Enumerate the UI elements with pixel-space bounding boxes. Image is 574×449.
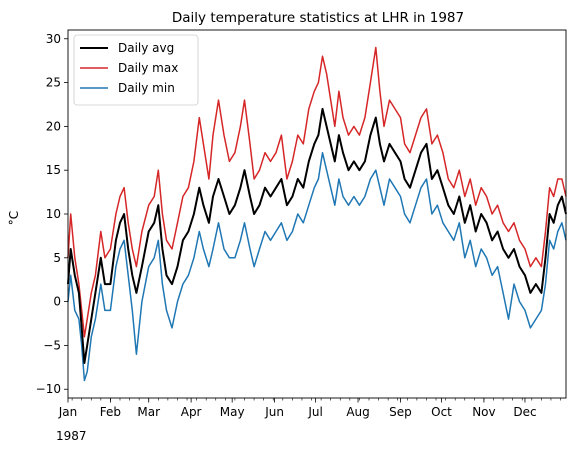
legend-label: Daily min: [118, 81, 175, 95]
x-tick-label: Apr: [181, 405, 202, 419]
y-tick-label: −10: [36, 382, 61, 396]
x-tick-label: May: [220, 405, 245, 419]
y-axis-label: °C: [7, 211, 21, 225]
x-tick-label: Dec: [513, 405, 536, 419]
y-tick-label: 20: [46, 119, 61, 133]
year-label: 1987: [56, 429, 87, 443]
y-tick-label: −5: [43, 338, 61, 352]
y-ticks: −10 −5 0 5 10 15 20 25 30: [36, 32, 68, 396]
series-line-daily-avg: [67, 107, 567, 364]
legend-label: Daily avg: [118, 41, 174, 55]
x-tick-label: Nov: [472, 405, 495, 419]
x-tick-label: Jul: [307, 405, 322, 419]
y-tick-label: 15: [46, 163, 61, 177]
x-tick-label: Oct: [431, 405, 452, 419]
y-tick-label: 5: [53, 251, 61, 265]
x-tick-label: Aug: [346, 405, 369, 419]
x-tick-label: Mar: [137, 405, 160, 419]
legend-label: Daily max: [118, 61, 178, 75]
y-tick-label: 0: [53, 295, 61, 309]
x-tick-label: Sep: [389, 405, 412, 419]
legend-items: Daily avg Daily max Daily min: [80, 41, 178, 95]
y-tick-label: 30: [46, 32, 61, 46]
y-tick-label: 10: [46, 207, 61, 221]
legend: Daily avg Daily max Daily min: [73, 34, 199, 106]
x-tick-label: Feb: [100, 405, 121, 419]
series-line-daily-min: [67, 151, 567, 382]
series-group: [67, 46, 567, 382]
x-tick-label: Jan: [58, 405, 78, 419]
y-tick-label: 25: [46, 76, 61, 90]
x-tick-label: Jun: [264, 405, 284, 419]
chart-title: Daily temperature statistics at LHR in 1…: [172, 10, 464, 26]
series-line-daily-max: [67, 46, 567, 338]
x-ticks: Jan Feb Mar Apr May Jun Jul Aug Sep Oct Nov Dec: [58, 398, 561, 419]
